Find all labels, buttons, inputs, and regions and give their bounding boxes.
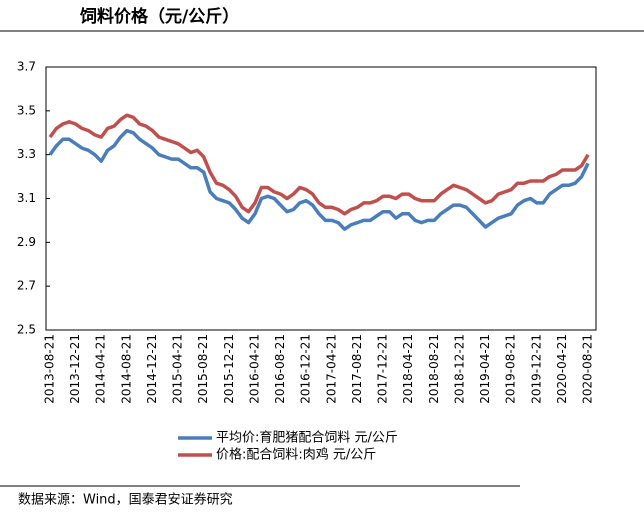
x-tick-label: 2019-04-21: [478, 334, 492, 404]
x-tick-label: 2013-08-21: [43, 334, 57, 404]
y-tick-label: 3.7: [17, 60, 36, 74]
series-line: [48, 128, 590, 231]
source: 数据来源：Wind，国泰君安证券研究: [18, 492, 233, 508]
x-tick-label: 2016-04-21: [247, 334, 261, 404]
x-tick-label: 2020-04-21: [555, 334, 569, 404]
x-tick-label: 2014-04-21: [94, 334, 108, 404]
chart-title: 饲料价格（元/公斤）: [79, 6, 239, 27]
x-tick-label: 2016-08-21: [273, 334, 287, 404]
y-tick-label: 2.7: [17, 279, 36, 293]
x-tick-label: 2018-08-21: [427, 334, 441, 404]
x-tick-label: 2015-04-21: [171, 334, 185, 404]
x-tick-label: 2018-12-21: [452, 334, 466, 404]
x-tick-label: 2020-08-21: [581, 334, 595, 404]
x-tick-label: 2017-04-21: [324, 334, 338, 404]
y-tick-label: 3.3: [17, 147, 36, 161]
legend-label: 平均价:育肥猪配合饲料 元/公斤: [216, 430, 398, 446]
x-tick-label: 2014-12-21: [145, 334, 159, 404]
y-tick-label: 3.5: [17, 103, 36, 117]
x-tick-label: 2015-12-21: [222, 334, 236, 404]
legend-label: 价格:配合饲料:肉鸡 元/公斤: [216, 447, 376, 463]
x-tick-label: 2015-08-21: [196, 334, 210, 404]
plot-frame: [45, 66, 597, 331]
y-tick-label: 2.5: [17, 323, 36, 337]
series-line: [48, 113, 590, 216]
x-tick-label: 2019-12-21: [529, 334, 543, 404]
x-tick-label: 2013-12-21: [68, 334, 82, 404]
x-tick-label: 2017-08-21: [350, 334, 364, 404]
x-tick-label: 2019-08-21: [504, 334, 518, 404]
x-tick-label: 2016-12-21: [299, 334, 313, 404]
x-tick-label: 2014-08-21: [119, 334, 133, 404]
x-tick-label: 2017-12-21: [376, 334, 390, 404]
x-tick-label: 2018-04-21: [401, 334, 415, 404]
y-tick-label: 2.9: [17, 235, 36, 249]
y-tick-label: 3.1: [17, 191, 36, 205]
